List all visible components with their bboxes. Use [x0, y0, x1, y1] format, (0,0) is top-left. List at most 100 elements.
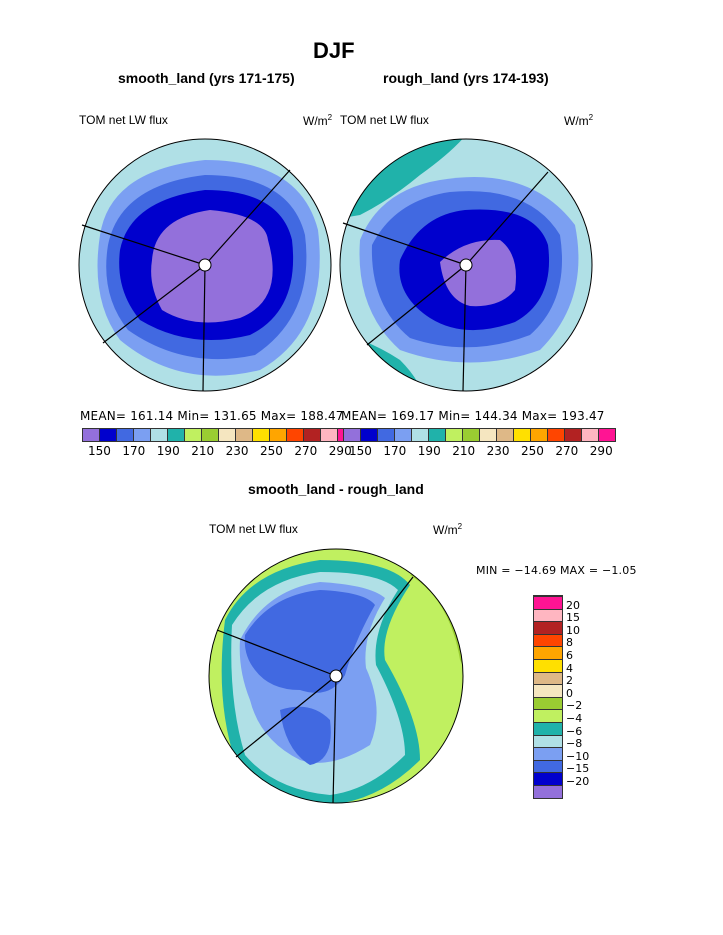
- panel1-variable-label: TOM net LW flux: [79, 113, 168, 127]
- pole-marker: [459, 258, 473, 272]
- colorbar-tick-label: 150: [88, 444, 111, 458]
- colorbar-tick-label: 230: [225, 444, 249, 458]
- colorbar-swatch: [534, 608, 562, 622]
- colorbar-swatch: [534, 671, 562, 685]
- colorbar-tick-label: 270: [294, 444, 318, 458]
- diff-colorbar-tick-label: 15: [566, 611, 580, 625]
- colorbar-tick-label: 250: [521, 444, 544, 458]
- panel1-colorbar-labels: 150 170 190 210 230 250 270 290: [82, 444, 357, 460]
- map1-boundary: [78, 138, 332, 392]
- colorbar-swatch: [534, 721, 562, 735]
- colorbar-swatch: [514, 429, 531, 441]
- units-text: W/m: [564, 114, 589, 128]
- colorbar-swatch: [304, 429, 321, 441]
- diff-stats: MIN = −14.69 MAX = −1.05: [476, 564, 637, 577]
- colorbar-swatch: [534, 596, 562, 609]
- pole-marker: [198, 258, 212, 272]
- colorbar-tick-label: 290: [589, 444, 613, 458]
- units-text: W/m: [303, 114, 328, 128]
- units-sup: 2: [327, 113, 333, 122]
- colorbar-swatch: [497, 429, 514, 441]
- units-sup: 2: [457, 522, 463, 531]
- map2-meridians: [342, 171, 549, 392]
- colorbar-swatch: [534, 646, 562, 659]
- panel1-subtitle: smooth_land (yrs 171-175): [118, 70, 295, 86]
- colorbar-swatch: [534, 709, 562, 722]
- colorbar-tick-label: 210: [452, 444, 476, 458]
- diff-variable-label: TOM net LW flux: [209, 522, 298, 536]
- colorbar-tick-label: 150: [349, 444, 372, 458]
- colorbar-swatch: [134, 429, 151, 441]
- diff-colorbar-tick-label: 2: [566, 674, 573, 688]
- diff-colorbar-tick-label: −10: [566, 749, 590, 763]
- colorbar-swatch: [202, 429, 219, 441]
- colorbar-swatch: [185, 429, 202, 441]
- colorbar-swatch: [395, 429, 412, 441]
- colorbar-swatch: [534, 772, 562, 785]
- colorbar-tick-label: 170: [383, 444, 407, 458]
- panel1-colorbar: [82, 428, 355, 442]
- colorbar-swatch: [168, 429, 185, 441]
- units-text: W/m: [433, 523, 458, 537]
- pole-marker: [329, 669, 343, 683]
- colorbar-swatch: [565, 429, 582, 441]
- colorbar-tick-label: 190: [156, 444, 180, 458]
- colorbar-swatch: [534, 621, 562, 634]
- panel2-colorbar-labels: 150 170 190 210 230 250 270 290: [343, 444, 618, 460]
- colorbar-tick-label: 270: [555, 444, 579, 458]
- colorbar-swatch: [599, 429, 615, 441]
- colorbar-swatch: [534, 658, 562, 672]
- diff-units: W/m2: [433, 522, 462, 537]
- diff-colorbar-tick-label: 20: [566, 598, 580, 612]
- colorbar-swatch: [253, 429, 270, 441]
- colorbar-tick-label: 250: [260, 444, 283, 458]
- colorbar-tick-label: 190: [417, 444, 441, 458]
- panel2-units: W/m2: [564, 113, 593, 128]
- colorbar-swatch: [480, 429, 497, 441]
- map1-meridians: [81, 169, 291, 392]
- colorbar-swatch: [361, 429, 378, 441]
- colorbar-swatch: [534, 684, 562, 697]
- diff-colorbar-tick-label: −8: [566, 737, 583, 751]
- map3-boundary: [208, 548, 464, 804]
- colorbar-swatch: [534, 696, 562, 710]
- colorbar-swatch: [534, 759, 562, 773]
- colorbar-swatch: [344, 429, 361, 441]
- panel1-units: W/m2: [303, 113, 332, 128]
- colorbar-swatch: [151, 429, 168, 441]
- map2-boundary: [339, 138, 593, 392]
- diff-colorbar-tick-label: −2: [566, 699, 583, 713]
- colorbar-tick-label: 170: [122, 444, 146, 458]
- colorbar-swatch: [378, 429, 395, 441]
- diff-colorbar-tick-label: −4: [566, 712, 583, 725]
- diff-colorbar-tick-label: 8: [566, 636, 573, 650]
- colorbar-swatch: [534, 633, 562, 647]
- colorbar-swatch: [100, 429, 117, 441]
- colorbar-swatch: [531, 429, 548, 441]
- colorbar-swatch: [83, 429, 100, 441]
- diff-colorbar-tick-label: 4: [566, 661, 573, 675]
- panel2-variable-label: TOM net LW flux: [340, 113, 429, 127]
- panel1-stats: MEAN= 161.14 Min= 131.65 Max= 188.47: [80, 409, 344, 423]
- colorbar-swatch: [270, 429, 287, 441]
- colorbar-swatch: [429, 429, 446, 441]
- colorbar-swatch: [446, 429, 463, 441]
- panel2-colorbar: [343, 428, 616, 442]
- panel2-subtitle: rough_land (yrs 174-193): [383, 70, 549, 86]
- colorbar-swatch: [463, 429, 480, 441]
- diff-colorbar-tick-label: −15: [566, 762, 590, 776]
- diff-colorbar-tick-label: −6: [566, 724, 583, 738]
- diff-subtitle: smooth_land - rough_land: [248, 481, 424, 497]
- diff-colorbar-labels: −20 −15 −10 −8 −6 −4 −2 0 2 4 6 8 10 15 20: [566, 595, 606, 805]
- map3-meridians: [216, 576, 414, 804]
- colorbar-tick-label: 290: [328, 444, 352, 458]
- colorbar-swatch: [534, 784, 562, 798]
- diff-colorbar-tick-label: 6: [566, 649, 573, 662]
- diff-colorbar-tick-label: 0: [566, 686, 573, 700]
- panel2-stats: MEAN= 169.17 Min= 144.34 Max= 193.47: [341, 409, 605, 423]
- colorbar-swatch: [582, 429, 599, 441]
- colorbar-tick-label: 210: [191, 444, 215, 458]
- colorbar-swatch: [321, 429, 338, 441]
